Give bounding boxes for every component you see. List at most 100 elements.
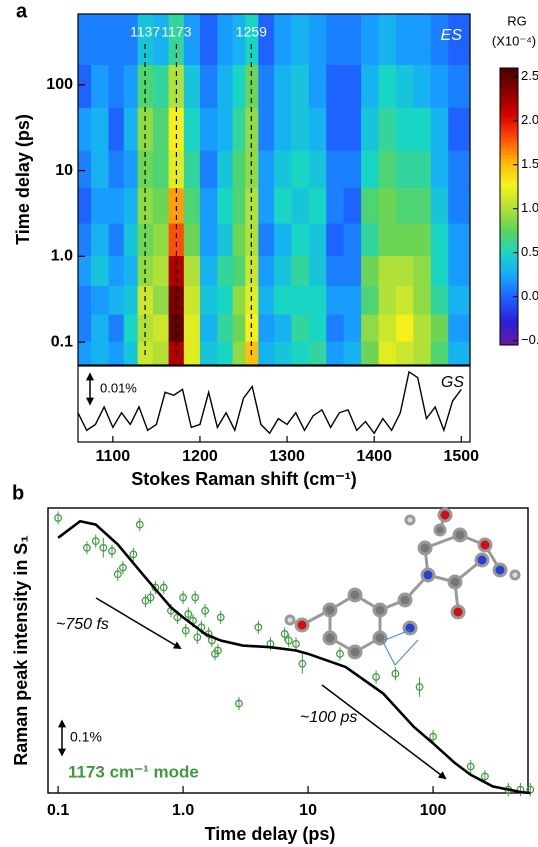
colorbar-segment <box>500 158 518 162</box>
peak-label: 1137 <box>130 24 160 40</box>
heatmap-cell <box>448 150 471 189</box>
heatmap-cell <box>413 107 432 151</box>
heatmap-cell <box>326 222 345 257</box>
colorbar-segment <box>500 241 518 246</box>
panel-label: b <box>12 482 24 504</box>
heatmap-cell <box>183 341 201 366</box>
heatmap-cell <box>343 187 362 224</box>
heatmap-cell <box>183 255 201 286</box>
heatmap-cell <box>274 64 293 108</box>
scale-bar-label: 0.01% <box>100 380 137 395</box>
data-point <box>54 514 63 522</box>
heatmap-cell <box>152 314 170 342</box>
heatmap-cell <box>430 64 449 108</box>
heatmap-cell <box>245 285 259 315</box>
data-point <box>184 610 193 618</box>
colorbar-segment <box>500 258 518 263</box>
colorbar-segment <box>500 133 518 138</box>
data-point <box>91 537 100 546</box>
heatmap-cell <box>123 150 139 189</box>
heatmap-cell <box>413 150 432 189</box>
heatmap-cell <box>326 341 345 366</box>
heatmap-cell <box>448 187 471 224</box>
colorbar-segment <box>500 261 518 266</box>
data-point <box>146 593 155 602</box>
colorbar-segment <box>500 237 518 242</box>
y-tick-label: 100 <box>46 76 73 93</box>
data-point <box>159 583 168 592</box>
colorbar-segment <box>500 116 518 121</box>
heatmap-cell <box>378 107 397 151</box>
heatmap-cell <box>245 341 259 366</box>
x-tick-label: 1100 <box>95 448 130 465</box>
heatmap-cell <box>123 14 139 65</box>
colorbar-segment <box>500 95 518 100</box>
data-point <box>119 563 127 572</box>
data-point <box>298 659 307 668</box>
heatmap-cell <box>217 285 234 315</box>
data-point <box>83 543 91 552</box>
heatmap-cell <box>199 187 218 224</box>
colorbar-segment <box>500 102 518 107</box>
heatmap-cell <box>183 64 201 108</box>
heatmap-cell <box>91 64 110 108</box>
heatmap-cell <box>361 255 380 286</box>
heatmap-cell <box>108 285 125 315</box>
heatmap-cell <box>361 285 380 315</box>
heatmap-cell <box>152 285 170 315</box>
heatmap-cell <box>152 150 170 189</box>
heatmap-cell <box>123 314 139 342</box>
heatmap-cell <box>413 222 432 257</box>
x-tick-label: 1400 <box>356 448 392 465</box>
heatmap-cell <box>430 107 449 151</box>
colorbar-segment <box>500 113 518 117</box>
colorbar-segment <box>500 144 518 149</box>
heatmap-cell <box>395 314 414 342</box>
heatmap-cell <box>183 150 201 189</box>
colorbar-segment <box>500 310 518 315</box>
heatmap-cell <box>395 341 414 366</box>
data-point <box>214 646 222 655</box>
heatmap-cell <box>395 285 414 315</box>
heatmap-cell <box>430 314 449 342</box>
heatmap-cell <box>378 314 397 342</box>
heatmap-cell <box>199 314 218 342</box>
heatmap-cell <box>91 255 110 286</box>
colorbar-segment <box>500 306 518 311</box>
heatmap-cell <box>199 222 218 257</box>
colorbar-segment <box>500 199 518 204</box>
annotation: 1173 cm⁻¹ mode <box>68 762 199 781</box>
heatmap-cell <box>137 187 154 224</box>
x-tick-label: 10 <box>299 802 317 819</box>
y-tick-label: 10 <box>55 162 73 179</box>
heatmap-cell <box>137 150 154 189</box>
heatmap-cell <box>430 150 449 189</box>
heatmap-cell <box>108 341 125 366</box>
colorbar-segment <box>500 248 518 253</box>
molecule <box>284 507 521 666</box>
heatmap-cell <box>308 255 327 286</box>
heatmap-cell <box>91 285 110 315</box>
heatmap-cell <box>108 222 125 257</box>
heatmap-cell <box>448 14 471 65</box>
colorbar-segment <box>500 92 518 97</box>
heatmap-cell <box>291 14 310 65</box>
colorbar-segment <box>500 303 518 308</box>
heatmap-cell <box>123 187 139 224</box>
heatmap-cell <box>448 222 471 257</box>
colorbar-segment <box>500 230 518 235</box>
data-point <box>254 623 263 632</box>
heatmap-cell <box>108 64 125 108</box>
heatmap-cell <box>326 187 345 224</box>
heatmap-cell <box>343 255 362 286</box>
heatmap-cell <box>199 14 218 65</box>
plot-frame <box>77 13 471 366</box>
colorbar-segment <box>500 78 518 83</box>
heatmap-cell <box>413 255 432 286</box>
heatmap-cell <box>152 341 170 366</box>
heatmap-cell <box>168 187 185 224</box>
heatmap-cell <box>291 222 310 257</box>
colorbar-segment <box>500 147 518 152</box>
heatmap-cell <box>274 341 293 366</box>
heatmap-cell <box>395 64 414 108</box>
